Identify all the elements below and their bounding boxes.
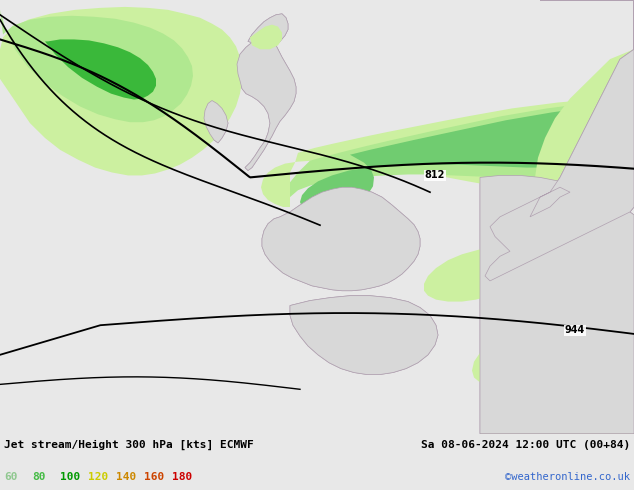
Polygon shape bbox=[290, 99, 634, 197]
Polygon shape bbox=[262, 187, 420, 291]
Polygon shape bbox=[45, 39, 156, 99]
Polygon shape bbox=[290, 295, 438, 374]
Polygon shape bbox=[237, 34, 296, 171]
Polygon shape bbox=[250, 24, 282, 49]
Text: 140: 140 bbox=[116, 472, 136, 482]
Polygon shape bbox=[248, 14, 288, 48]
Polygon shape bbox=[480, 175, 634, 434]
Text: 812: 812 bbox=[425, 171, 445, 180]
Polygon shape bbox=[0, 0, 242, 175]
Polygon shape bbox=[485, 0, 634, 281]
Polygon shape bbox=[262, 187, 420, 291]
Text: 180: 180 bbox=[172, 472, 192, 482]
Text: Sa 08-06-2024 12:00 UTC (00+84): Sa 08-06-2024 12:00 UTC (00+84) bbox=[421, 440, 630, 450]
Text: 60: 60 bbox=[4, 472, 18, 482]
Text: 80: 80 bbox=[32, 472, 46, 482]
Text: ©weatheronline.co.uk: ©weatheronline.co.uk bbox=[505, 472, 630, 482]
Text: 100: 100 bbox=[60, 472, 81, 482]
Text: Jet stream/Height 300 hPa [kts] ECMWF: Jet stream/Height 300 hPa [kts] ECMWF bbox=[4, 440, 254, 450]
Polygon shape bbox=[290, 295, 438, 374]
Text: 160: 160 bbox=[144, 472, 164, 482]
Polygon shape bbox=[480, 175, 634, 434]
Polygon shape bbox=[485, 0, 634, 281]
Polygon shape bbox=[261, 98, 634, 207]
Text: 120: 120 bbox=[88, 472, 108, 482]
Polygon shape bbox=[485, 0, 634, 281]
Polygon shape bbox=[204, 100, 228, 143]
Polygon shape bbox=[0, 10, 193, 122]
Polygon shape bbox=[535, 0, 634, 232]
Text: 944: 944 bbox=[565, 325, 585, 335]
Polygon shape bbox=[300, 104, 634, 213]
Polygon shape bbox=[204, 100, 228, 143]
Polygon shape bbox=[248, 14, 288, 48]
Polygon shape bbox=[424, 197, 634, 434]
Polygon shape bbox=[237, 34, 296, 171]
